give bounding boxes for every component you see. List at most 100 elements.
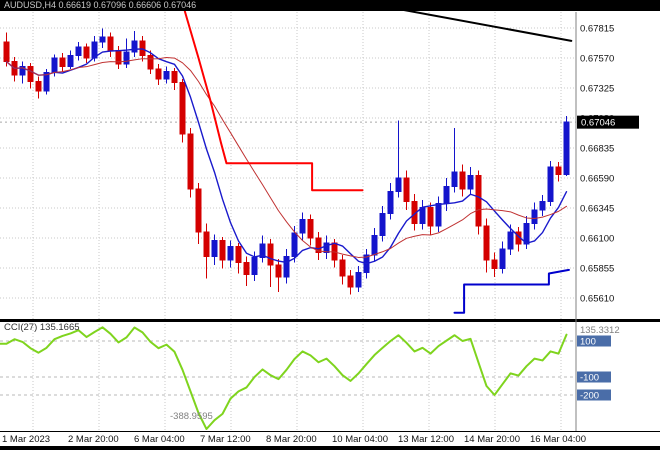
cci-axis-value: 135.3312 [580,325,620,336]
candle-body [107,36,114,52]
candle-body [467,175,474,190]
candle-body [219,239,226,261]
red-step-indicator-line [183,11,364,192]
candle-body [203,231,210,257]
time-axis-label: 8 Mar 20:00 [266,434,317,445]
blue-step-indicator-line [453,268,570,314]
price-tick-label: 0.65855 [580,264,614,275]
candle-body [419,206,426,224]
time-axis-label: 6 Mar 04:00 [134,434,185,445]
time-axis-label: 1 Mar 2023 [2,434,50,445]
candle-body [35,80,42,92]
candle-body [523,222,530,245]
candle-body [539,200,546,211]
candle-body [147,55,154,70]
cci-level-box [577,389,611,401]
black-trendline [403,11,573,42]
candle-body [131,40,138,53]
candle-body [227,246,234,261]
candle-body [475,175,482,227]
candle-body [99,36,106,43]
candle-body [395,177,402,192]
candle-body [67,55,74,68]
price-tick-label: 0.67325 [580,84,614,95]
price-tick-label: 0.67815 [580,24,614,35]
candle-body [555,166,562,175]
ma-fast-line [5,48,568,265]
candle-body [531,209,538,224]
candle-body [179,81,186,135]
candle-body [435,203,442,227]
candle-body [27,66,34,82]
candle-body [507,231,514,250]
candle-body [195,188,202,233]
candle-body [379,213,386,237]
candle-body [251,257,258,276]
candle-body [323,242,330,254]
candle-body [347,275,354,288]
candle-body [19,66,26,76]
symbol-ohlc-readout: AUDUSD,H4 0.66619 0.67096 0.66606 0.6704… [4,0,197,10]
time-axis-label: 14 Mar 20:00 [464,434,520,445]
time-axis-label: 13 Mar 12:00 [398,434,454,445]
cci-level-box-label: -100 [580,373,599,384]
candle-body [563,121,570,175]
candle-body [59,57,66,68]
candle-body [427,206,434,227]
candle-body [3,41,10,63]
candle-body [43,72,50,92]
candle-body [491,259,498,270]
price-tick-label: 0.66100 [580,234,614,245]
candle-body [547,166,554,202]
candle-body [371,235,378,256]
price-tick-label: 0.66835 [580,144,614,155]
candle-body [275,264,282,278]
time-axis-label: 10 Mar 04:00 [332,434,388,445]
cci-line [0,326,568,431]
candle-body [315,237,322,254]
time-axis-label: 2 Mar 20:00 [68,434,119,445]
candle-body [211,239,218,257]
price-tick-label: 0.66345 [580,204,614,215]
current-price-box-label: 0.67046 [581,118,615,129]
cci-level-box [577,335,611,347]
ma-slow-line [6,56,567,258]
candle-body [171,70,178,83]
candle-body [499,248,506,270]
candle-body [163,70,170,80]
time-axis-label: 7 Mar 12:00 [200,434,251,445]
chart-title-bar: AUDUSD,H4 0.66619 0.67096 0.66606 0.6704… [0,0,660,11]
pane-separator [0,319,660,322]
candle-body [187,133,194,190]
candle-body [155,68,162,80]
candle-body [259,243,266,259]
cci-bottom-separator [0,431,660,432]
candle-body [291,232,298,257]
candle-body [267,243,274,266]
cci-min-value-annotation: -388.9595 [170,411,213,422]
candle-body [451,171,458,188]
candle-body [387,190,394,215]
candle-body [235,246,242,263]
candle-body [299,219,306,234]
candle-body [83,46,90,59]
cci-level-box-label: -200 [580,391,599,402]
candle-body [339,259,346,277]
candle-body [243,261,250,276]
candle-body [75,46,82,57]
candle-body [483,225,490,261]
cci-level-box [577,371,611,383]
candle-body [283,255,290,278]
price-tick-label: 0.66590 [580,174,614,185]
candle-body [459,171,466,190]
candle-body [307,219,314,239]
candle-body [443,186,450,205]
price-tick-label: 0.65610 [580,294,614,305]
bottom-bar [0,446,660,450]
candle-body [403,177,410,202]
time-axis-label: 16 Mar 04:00 [530,434,586,445]
cci-level-box-label: 100 [580,337,596,348]
